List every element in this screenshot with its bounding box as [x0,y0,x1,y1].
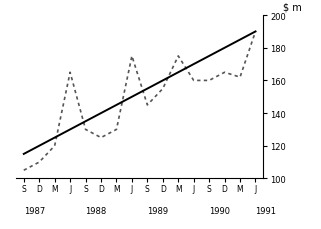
Text: 1988: 1988 [86,206,107,215]
Text: $ m: $ m [283,3,302,13]
Text: 1991: 1991 [256,206,276,215]
Text: 1990: 1990 [209,206,230,215]
Text: 1987: 1987 [24,206,45,215]
Text: 1989: 1989 [147,206,169,215]
